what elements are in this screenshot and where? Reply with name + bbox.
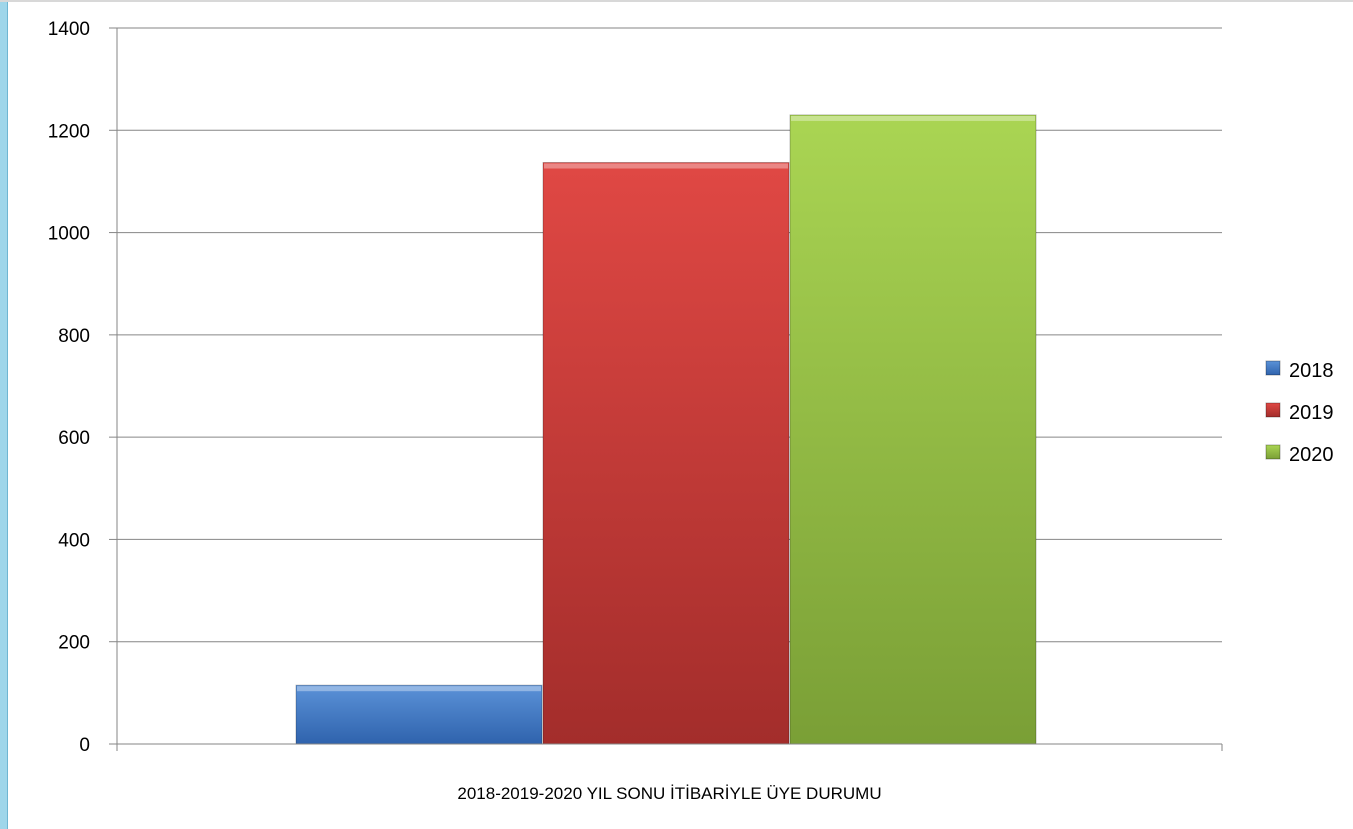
y-tick-label: 600 [58,428,90,449]
bar-2019 [542,162,790,745]
frame-left-edge [0,0,8,829]
y-tick-label: 1000 [48,224,90,245]
bar-2018 [295,684,543,745]
bar-highlight-2018 [297,686,542,692]
legend-label-2018: 2018 [1289,360,1334,382]
legend-label-2019: 2019 [1289,402,1334,424]
bar-highlight-2019 [544,163,789,169]
legend-label-2020: 2020 [1289,444,1334,466]
bar-highlight-2020 [791,115,1036,121]
y-tick-label: 400 [58,530,90,551]
bar-2020 [789,114,1037,745]
y-tick-label: 200 [58,633,90,654]
y-tick-label: 1400 [48,19,90,40]
legend-swatch-2018 [1265,360,1281,376]
frame-top-edge [0,0,1353,2]
legend-swatch-2019 [1265,402,1281,418]
y-tick-label: 800 [58,326,90,347]
y-tick-label: 1200 [48,121,90,142]
x-category-label: 2018-2019-2020 YIL SONU İTİBARİYLE ÜYE D… [457,784,881,803]
y-tick-label: 0 [79,735,90,756]
legend-swatch-2020 [1265,444,1281,460]
